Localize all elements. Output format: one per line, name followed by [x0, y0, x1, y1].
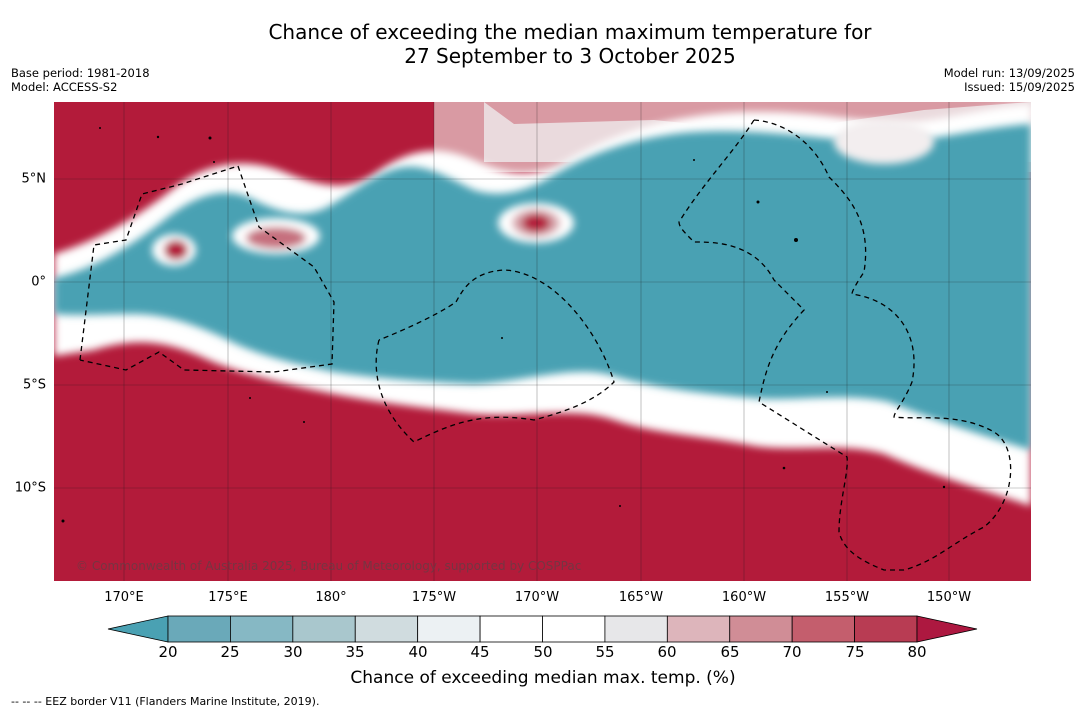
eez-tuvalu-tokelau [375, 269, 615, 443]
cbar-tick-60: 60 [657, 643, 677, 661]
cbar-tick-55: 55 [595, 643, 615, 661]
lon-label-170w: 170°W [514, 590, 560, 605]
lon-label-175e: 175°E [208, 590, 248, 605]
credit-text: © Commonwealth of Australia 2025, Bureau… [76, 559, 582, 573]
eez-borders [79, 119, 1012, 571]
colorbar-segment [230, 615, 294, 643]
warm-pocket-north-light [834, 120, 934, 164]
lat-label-10s: 10°S [14, 480, 46, 496]
map-title: Chance of exceeding the median maximum t… [0, 20, 1085, 68]
lat-label-5n: 5°N [21, 171, 47, 187]
lon-label-175w: 175°W [411, 590, 457, 605]
eez-footnote: -- -- -- EEZ border V11 (Flanders Marine… [11, 695, 320, 708]
cbar-tick-25: 25 [220, 643, 240, 661]
colorbar-segment [417, 615, 481, 643]
meta-right: Model run: 13/09/2025 Issued: 15/09/2025 [944, 66, 1075, 94]
colorbar-title: Chance of exceeding median max. temp. (%… [350, 668, 736, 688]
lon-label-160w: 160°W [721, 590, 767, 605]
colorbar-low-extend [107, 615, 169, 643]
cbar-tick-80: 80 [907, 643, 927, 661]
lon-label-165w: 165°W [618, 590, 664, 605]
graticule [54, 102, 1031, 581]
issued-date: Issued: 15/09/2025 [964, 80, 1075, 94]
lat-label-0: 0° [31, 274, 46, 290]
cbar-tick-70: 70 [782, 643, 802, 661]
meta-left: Base period: 1981-2018 Model: ACCESS-S2 [11, 66, 150, 94]
lon-label-180: 180° [315, 590, 347, 605]
lat-label-5s: 5°S [22, 377, 46, 393]
warm-pockets [152, 120, 934, 266]
colorbar-segments [167, 615, 918, 643]
cbar-tick-30: 30 [283, 643, 303, 661]
probability-map [54, 102, 1031, 581]
title-line-1: Chance of exceeding the median maximum t… [268, 20, 872, 44]
lon-label-150w: 150°W [926, 590, 972, 605]
base-period: Base period: 1981-2018 [11, 66, 150, 80]
cbar-tick-20: 20 [158, 643, 178, 661]
colorbar-segment [167, 615, 231, 643]
eez-kiribati-gilberts [79, 165, 335, 373]
colorbar-segment [854, 615, 918, 643]
cool-region [54, 124, 1031, 450]
colorbar-segment [791, 615, 855, 643]
colorbar-segment [729, 615, 793, 643]
title-line-2: 27 September to 3 October 2025 [404, 44, 736, 68]
islands [61, 127, 946, 523]
model-run: Model run: 13/09/2025 [943, 66, 1075, 80]
colorbar-high-extend [916, 615, 978, 643]
lon-label-170e: 170°E [104, 590, 144, 605]
colorbar [107, 615, 978, 643]
colorbar-segment [354, 615, 419, 643]
cbar-tick-45: 45 [470, 643, 490, 661]
model-name: Model: ACCESS-S2 [11, 80, 118, 94]
colorbar-segment [542, 615, 606, 643]
cbar-tick-40: 40 [408, 643, 428, 661]
colorbar-segment [479, 615, 543, 643]
lon-label-155w: 155°W [824, 590, 870, 605]
colorbar-segment [292, 615, 356, 643]
colorbar-segment [604, 615, 668, 643]
cbar-tick-65: 65 [720, 643, 740, 661]
cbar-tick-35: 35 [345, 643, 365, 661]
cbar-tick-50: 50 [533, 643, 553, 661]
cbar-tick-75: 75 [845, 643, 865, 661]
colorbar-segment [666, 615, 731, 643]
eez-line-islands [678, 119, 1012, 571]
